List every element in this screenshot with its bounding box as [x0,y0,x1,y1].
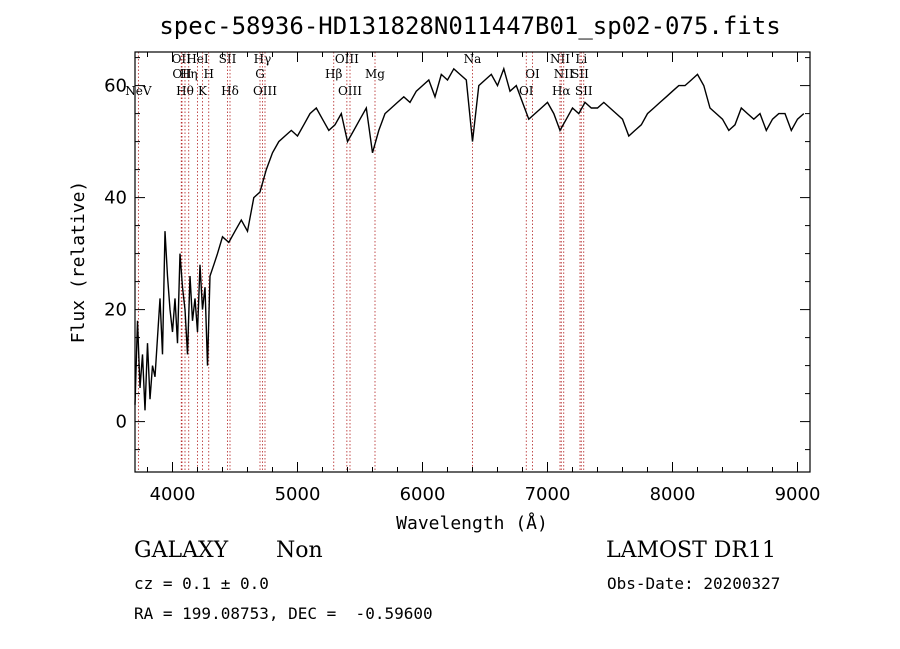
emission-line-label: HeI [186,52,209,66]
y-tick-label: 60 [104,76,127,97]
x-tick-label: 8000 [650,484,696,505]
x-tick-label: 7000 [525,484,571,505]
y-axis-label: Flux (relative) [68,181,89,344]
emission-line-label: SII [571,67,589,81]
x-tick-label: 5000 [275,484,321,505]
chart-title: spec-58936-HD131828N011447B01_sp02-075.f… [159,12,780,40]
y-tick-label: 20 [104,300,127,321]
emission-line-label: OIII [253,84,277,98]
emission-line-label: NeV [125,84,152,98]
emission-line-label: Mg [365,67,385,81]
emission-line-label: Hβ [325,67,342,81]
emission-line-label: OI [525,67,540,81]
emission-line-label: Na [464,52,482,66]
spectrum-line [134,66,805,411]
emission-line-label: Hδ [221,84,239,98]
emission-line-label: OI [519,84,534,98]
x-tick-label: 4000 [150,484,196,505]
ra-dec-text: RA = 199.08753, DEC = -0.59600 [134,604,433,623]
emission-line-label: K [198,84,208,98]
object-class: GALAXY [134,538,229,563]
x-tick-label: 9000 [775,484,821,505]
emission-line-label: Hη [180,67,198,81]
emission-line-label: H [204,67,214,81]
emission-line-label: OII [172,52,192,66]
emission-line-label: SII [575,84,593,98]
emission-line-label: Hθ [176,84,194,98]
emission-line-label: NII [554,67,574,81]
y-tick-label: 40 [104,188,127,209]
emission-line-label: G [255,67,265,81]
x-axis-label: Wavelength (Å) [396,512,548,534]
emission-line-layer: NeVOIIOIIHθHηHeIKHSIIHδHγGOIIIHβOIIIOIII… [125,52,593,472]
y-tick-label: 0 [116,412,127,433]
emission-line-label: OII [172,67,192,81]
emission-line-label: SII [219,52,237,66]
survey-name: LAMOST DR11 [606,538,776,563]
emission-line-label: Li [575,52,587,66]
emission-line-label: OIII [338,84,362,98]
emission-line-label: OIII [335,52,359,66]
object-subclass: Non [276,538,323,563]
redshift-text: cz = 0.1 ± 0.0 [134,574,269,593]
axis-ticks: 4000 5000 6000 7000 8000 9000 0 20 40 60 [104,52,820,505]
emission-line-label: Hγ [254,52,272,66]
emission-line-label: NII [550,52,570,66]
obs-date-text: Obs-Date: 20200327 [607,574,781,593]
emission-line-label: Hα [552,84,571,98]
x-tick-label: 6000 [400,484,446,505]
